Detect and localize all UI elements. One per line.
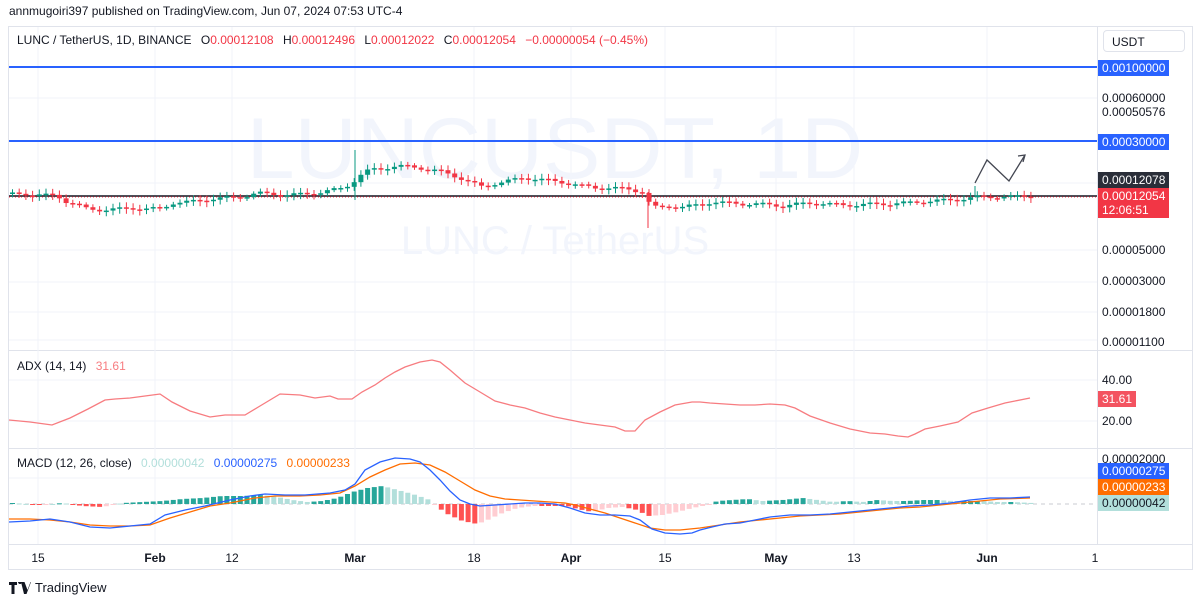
macd-histogram [10, 486, 1034, 524]
macd-title: MACD (12, 26, close) [17, 456, 132, 470]
bar-countdown: 12:06:51 [1102, 203, 1149, 217]
time-axis-label: Feb [144, 551, 166, 565]
open-value: 0.00012108 [210, 33, 274, 47]
tradingview-logo-icon [9, 581, 31, 594]
adx-legend[interactable]: ADX (14, 14) 31.61 [17, 359, 132, 373]
chart-frame [8, 26, 1193, 570]
time-axis-label: Apr [560, 551, 582, 565]
price-label: 0.00050576 [1102, 105, 1166, 119]
pane-separator-adx[interactable] [8, 350, 1193, 351]
high-value: 0.00012496 [291, 33, 356, 47]
time-axis-label: 18 [467, 551, 481, 565]
adx-value-tag: 31.61 [1098, 391, 1137, 407]
time-axis-label: 15 [658, 551, 672, 565]
currency-button[interactable]: USDT [1103, 30, 1185, 52]
close-value: 0.00012054 [452, 33, 516, 47]
price-axis-separator [1097, 26, 1098, 544]
time-axis-label: 15 [31, 551, 45, 565]
prev-close-tag: 0.00012078 [1098, 172, 1170, 188]
macd-value-tag: 0.00000275 [1098, 463, 1170, 479]
macd-signal-value: 0.00000233 [286, 456, 350, 470]
adx-axis-label: 40.00 [1102, 373, 1133, 387]
time-axis-label: May [764, 551, 788, 565]
macd-line [8, 457, 1031, 535]
gridlines [9, 27, 1097, 544]
macd-hist-value: 0.00000042 [141, 456, 205, 470]
time-axis-label: 13 [847, 551, 861, 565]
macd-value: 0.00000275 [213, 456, 278, 470]
price-label: 0.00001800 [1102, 305, 1166, 319]
price-label: 0.00001100 [1102, 335, 1165, 349]
price-label: 0.00060000 [1102, 91, 1166, 105]
trend-arrow-drawing[interactable] [974, 154, 1026, 184]
price-label: 0.00003000 [1102, 274, 1166, 288]
macd-signal-line [9, 462, 1031, 531]
macd-hist-tag: 0.00000042 [1098, 495, 1170, 511]
adx-value: 31.61 [95, 359, 126, 373]
macd-axis-label: 0.00002000 [1102, 452, 1166, 466]
candlesticks [10, 150, 1034, 228]
watermark-pair: LUNC / TetherUS [401, 219, 709, 263]
price-label: 0.00005000 [1102, 243, 1166, 257]
change-value: −0.00000054 (−0.45%) [525, 33, 648, 47]
publisher-info: annmugoiri397 published on TradingView.c… [9, 4, 403, 18]
time-axis-label: Mar [344, 551, 366, 565]
symbol-title[interactable]: LUNC / TetherUS, 1D, BINANCE [17, 33, 192, 47]
low-value: 0.00012022 [371, 33, 435, 47]
time-axis-label: 12 [225, 551, 239, 565]
last-price-tag: 0.00012054 12:06:51 [1098, 188, 1170, 218]
macd-legend[interactable]: MACD (12, 26, close) 0.00000042 0.000002… [17, 456, 356, 470]
adx-axis-label: 20.00 [1102, 414, 1133, 428]
hline-tag-0.0003: 0.00030000 [1098, 134, 1170, 150]
time-axis-separator [8, 544, 1193, 545]
time-axis-label: Jun [976, 551, 998, 565]
pane-separator-macd[interactable] [8, 448, 1193, 449]
symbol-legend[interactable]: LUNC / TetherUS, 1D, BINANCE O0.00012108… [17, 33, 648, 47]
adx-line [8, 359, 1031, 438]
time-axis-label: 1 [1091, 551, 1099, 565]
tradingview-logo[interactable]: TradingView [9, 580, 107, 595]
hline-tag-0.001: 0.00100000 [1098, 60, 1170, 76]
macd-signal-tag: 0.00000233 [1098, 479, 1170, 495]
footer-brand: TradingView [35, 580, 107, 595]
arrow-head-icon [1017, 154, 1026, 163]
adx-title: ADX (14, 14) [17, 359, 87, 373]
